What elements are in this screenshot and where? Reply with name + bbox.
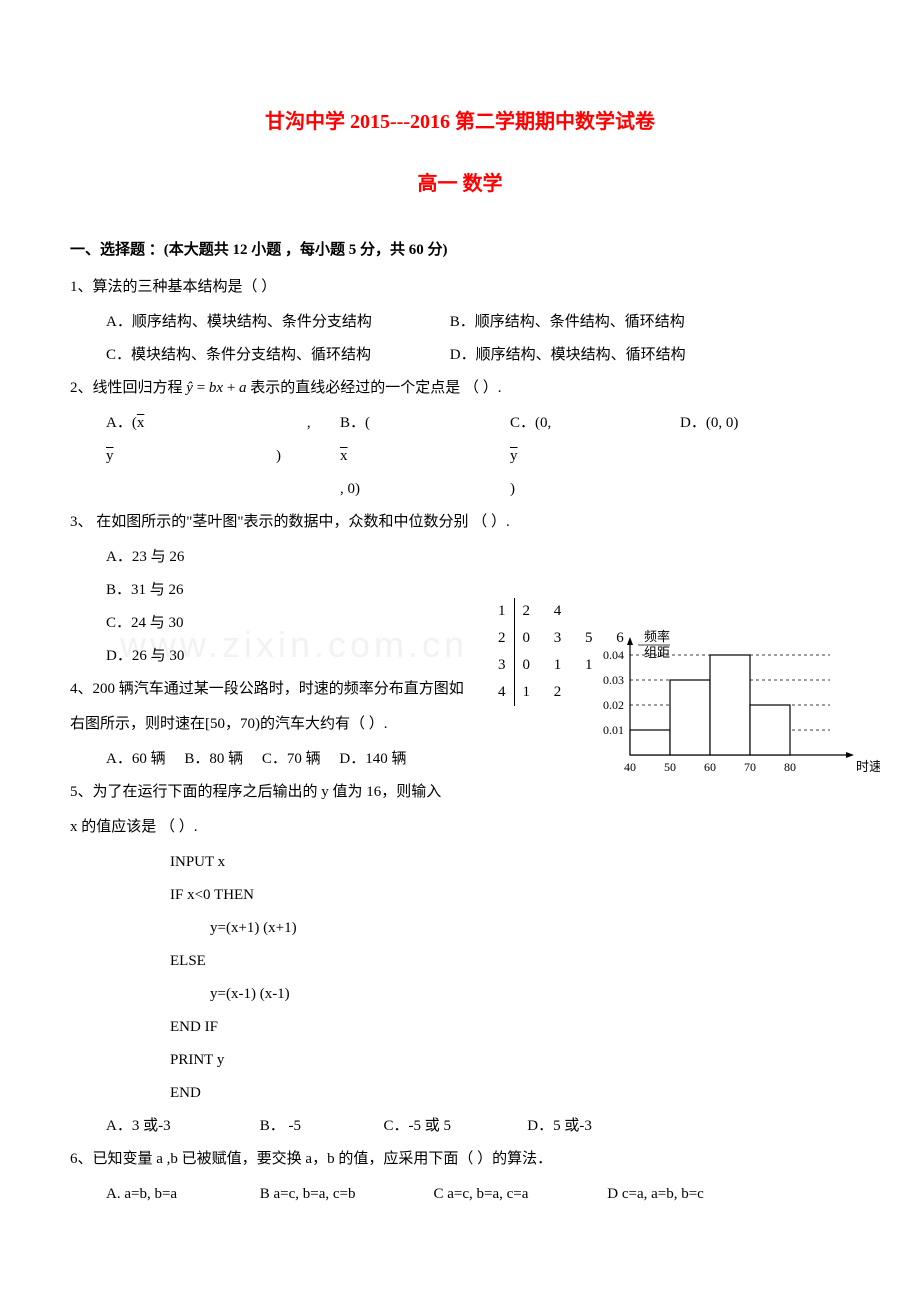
- q3-opt-d: D．26 与 30: [70, 640, 850, 673]
- stem-3: 3: [490, 652, 514, 679]
- q1-opt-b: B．顺序结构、条件结构、循环结构: [450, 314, 685, 330]
- q1-opt-a: A．顺序结构、模块结构、条件分支结构: [106, 306, 446, 339]
- q4-line1: 4、200 辆汽车通过某一段公路时，时速的频率分布直方图如: [70, 673, 850, 706]
- q4-opt-a: A．60 辆: [106, 751, 166, 767]
- q4-opt-c: C．70 辆: [262, 751, 321, 767]
- q5-line2: x 的值应该是 （ ）.: [70, 811, 850, 844]
- q4-opts: A．60 辆 B．80 辆 C．70 辆 D．140 辆: [70, 743, 850, 776]
- code-line-1: INPUT x: [170, 846, 850, 879]
- q2-opt-b: B．(x, 0): [340, 407, 510, 506]
- code-line-3: y=(x+1) (x+1): [170, 912, 850, 945]
- q3-opt-a: A．23 与 26: [70, 541, 850, 574]
- q1-opts-ab: A．顺序结构、模块结构、条件分支结构 B．顺序结构、条件结构、循环结构: [70, 306, 850, 339]
- q2-opts: A．(x, y) B．(x, 0) C．(0, y) D．(0, 0): [70, 407, 850, 506]
- section-header: 一、选择题 ：(本大题共 12 小题 ，每小题 5 分，共 60 分): [70, 234, 850, 267]
- page-title: 甘沟中学 2015---2016 第二学期期中数学试卷: [70, 100, 850, 144]
- q2-opt-c: C．(0, y): [510, 407, 680, 506]
- q2-opt-a: A．(x, y): [106, 407, 340, 506]
- page-subtitle: 高一 数学: [70, 162, 850, 206]
- q2-opt-d: D．(0, 0): [680, 407, 850, 506]
- q5-opt-a: A．3 或-3: [106, 1110, 256, 1143]
- code-line-6: END IF: [170, 1011, 850, 1044]
- page-content: 甘沟中学 2015---2016 第二学期期中数学试卷 高一 数学 一、选择题 …: [70, 100, 850, 1211]
- q2-text: 2、线性回归方程 ŷ = bx + a 表示的直线必经过的一个定点是 （ ）.: [70, 372, 850, 405]
- stem-1: 1: [490, 598, 514, 625]
- q6-text: 6、已知变量 a ,b 已被赋值，要交换 a，b 的值，应采用下面（ ）的算法．: [70, 1143, 850, 1176]
- leaf-3: 0 1 1: [514, 652, 642, 679]
- q5-opt-b: B． -5: [260, 1110, 380, 1143]
- q5-code: INPUT x IF x<0 THEN y=(x+1) (x+1) ELSE y…: [70, 846, 850, 1110]
- q3-opt-b: B．31 与 26: [70, 574, 850, 607]
- code-line-4: ELSE: [170, 945, 850, 978]
- q4-opt-b: B．80 辆: [184, 751, 243, 767]
- q5-opt-d: D．5 或-3: [527, 1118, 592, 1134]
- stem-2: 2: [490, 625, 514, 652]
- stemleaf-diagram: 12 4 20 3 5 6 30 1 1 41 2: [490, 598, 642, 706]
- q6-opt-b: B a=c, b=a, c=b: [260, 1178, 430, 1211]
- q6-opts: A. a=b, b=a B a=c, b=a, c=b C a=c, b=a, …: [70, 1178, 850, 1211]
- q6-opt-a: A. a=b, b=a: [106, 1178, 256, 1211]
- q5-line1: 5、为了在运行下面的程序之后输出的 y 值为 16，则输入: [70, 776, 850, 809]
- code-line-5: y=(x-1) (x-1): [170, 978, 850, 1011]
- q6-opt-d: D c=a, a=b, b=c: [607, 1186, 704, 1202]
- svg-text:时速(km): 时速(km): [856, 759, 880, 774]
- q1-text: 1、算法的三种基本结构是（ ）: [70, 271, 850, 304]
- q4-line2: 右图所示，则时速在[50，70)的汽车大约有（ ）.: [70, 708, 850, 741]
- q1-opt-c: C．模块结构、条件分支结构、循环结构: [106, 339, 446, 372]
- stem-4: 4: [490, 679, 514, 706]
- code-line-7: PRINT y: [170, 1044, 850, 1077]
- leaf-4: 1 2: [514, 679, 642, 706]
- q3-opt-c: C．24 与 30: [70, 607, 850, 640]
- code-line-8: END: [170, 1077, 850, 1110]
- q6-opt-c: C a=c, b=a, c=a: [434, 1178, 604, 1211]
- q1-opt-d: D．顺序结构、模块结构、循环结构: [450, 347, 686, 363]
- code-line-2: IF x<0 THEN: [170, 879, 850, 912]
- q4-opt-d: D．140 辆: [339, 751, 406, 767]
- leaf-2: 0 3 5 6: [514, 625, 642, 652]
- q5-opts: A．3 或-3 B． -5 C．-5 或 5 D．5 或-3: [70, 1110, 850, 1143]
- q1-opts-cd: C．模块结构、条件分支结构、循环结构 D．顺序结构、模块结构、循环结构: [70, 339, 850, 372]
- q5-opt-c: C．-5 或 5: [384, 1110, 524, 1143]
- q3-text: 3、 在如图所示的"茎叶图"表示的数据中，众数和中位数分别 （ ）.: [70, 506, 850, 539]
- leaf-1: 2 4: [514, 598, 642, 625]
